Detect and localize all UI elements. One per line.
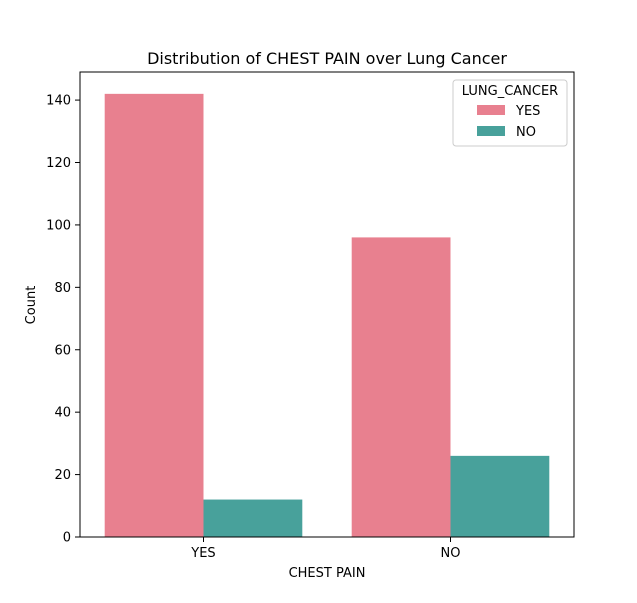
bar-yes-yes bbox=[104, 93, 204, 537]
bars-group bbox=[104, 93, 550, 537]
legend-label-no: NO bbox=[516, 125, 536, 140]
y-axis: 0 20 40 60 80 100 120 140 bbox=[46, 94, 80, 546]
legend-swatch-yes bbox=[477, 105, 505, 115]
y-tick-label: 100 bbox=[46, 218, 71, 233]
y-tick-label: 0 bbox=[63, 531, 71, 546]
legend-title: LUNG_CANCER bbox=[462, 84, 558, 99]
x-tick-label: NO bbox=[441, 546, 461, 561]
y-axis-label: Count bbox=[24, 286, 39, 325]
bar-no-no bbox=[450, 455, 550, 537]
chart-title: Distribution of CHEST PAIN over Lung Can… bbox=[147, 49, 507, 68]
y-tick-label: 80 bbox=[54, 281, 71, 296]
y-tick-label: 140 bbox=[46, 94, 71, 109]
bar-no-yes bbox=[351, 237, 451, 537]
y-tick-label: 20 bbox=[54, 468, 71, 483]
plot-frame bbox=[79, 71, 575, 538]
y-tick-label: 40 bbox=[54, 406, 71, 421]
legend-label-yes: YES bbox=[515, 104, 540, 119]
legend: LUNG_CANCER YES NO bbox=[452, 79, 568, 147]
x-axis: YES NO bbox=[190, 537, 460, 561]
y-tick-label: 60 bbox=[54, 343, 71, 358]
bar-yes-no bbox=[203, 499, 303, 537]
y-tick-label: 120 bbox=[46, 156, 71, 171]
x-tick-label: YES bbox=[190, 546, 215, 561]
legend-swatch-no bbox=[477, 126, 505, 136]
x-axis-label: CHEST PAIN bbox=[289, 566, 366, 581]
